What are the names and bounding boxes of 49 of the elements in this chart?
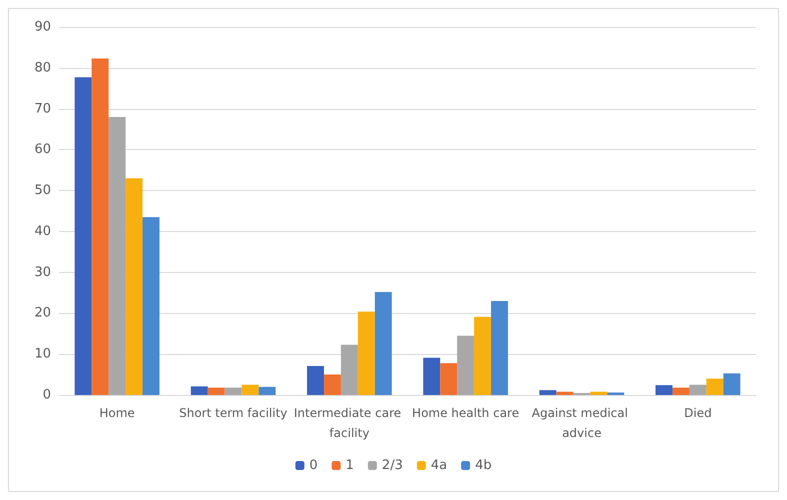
bar <box>142 217 160 395</box>
x-tick-label: Intermediate care facility <box>294 406 405 440</box>
legend-label: 0 <box>309 458 318 473</box>
bar <box>672 388 690 395</box>
bar <box>457 336 474 395</box>
bar <box>190 386 208 395</box>
bar <box>340 344 358 395</box>
x-tick-label: Died <box>684 406 712 420</box>
bar <box>108 116 126 395</box>
y-tick-label: 80 <box>34 60 51 76</box>
bar <box>723 373 740 395</box>
bar <box>491 300 508 395</box>
bar <box>440 363 458 395</box>
x-tick-label: Home health care <box>412 406 520 420</box>
bar <box>74 77 92 395</box>
bar <box>258 386 276 395</box>
bar <box>224 388 242 395</box>
y-tick-label: 40 <box>34 224 51 239</box>
y-tick-label: 30 <box>34 264 51 280</box>
bar <box>92 58 109 395</box>
x-tick-label: Against medical advice <box>532 406 632 440</box>
y-tick-label: 20 <box>34 306 51 321</box>
bar <box>474 316 492 395</box>
legend-label: 2/3 <box>382 458 403 473</box>
bar <box>590 392 608 395</box>
bar <box>556 392 574 395</box>
y-tick-label: 10 <box>34 346 51 362</box>
y-tick-label: 90 <box>34 20 51 34</box>
bar <box>242 384 259 395</box>
bar <box>423 358 440 395</box>
x-tick-label: Home <box>99 406 135 420</box>
legend-label: 1 <box>346 458 354 473</box>
bar <box>324 374 341 395</box>
bar <box>358 312 375 395</box>
y-tick-label: 0 <box>42 388 51 402</box>
bar <box>208 388 225 395</box>
y-tick-label: 60 <box>34 142 51 158</box>
y-tick-label: 50 <box>34 183 51 198</box>
bar <box>706 378 724 395</box>
bar <box>689 384 706 395</box>
bar <box>656 385 672 395</box>
bar <box>539 390 556 395</box>
bar <box>307 366 324 395</box>
bar <box>126 178 143 395</box>
legend-label: 4a <box>430 458 448 473</box>
legend-label: 4b <box>475 458 492 473</box>
bar <box>374 292 392 395</box>
y-tick-label: 70 <box>34 101 51 116</box>
x-tick-label: Short term facility <box>179 406 288 420</box>
